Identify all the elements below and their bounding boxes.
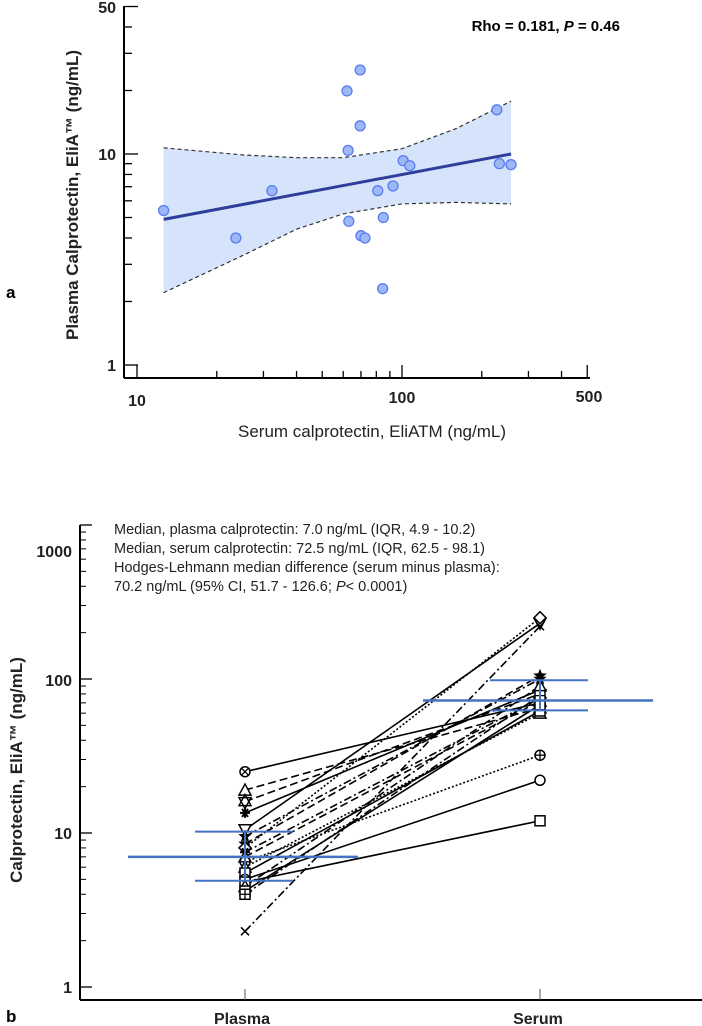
axis-ticks [124, 5, 588, 378]
x-category-label: Plasma [214, 1011, 270, 1026]
data-point [372, 185, 384, 197]
paired-line [244, 820, 541, 883]
data-point [354, 64, 366, 76]
data-point [230, 232, 242, 244]
paired-line [244, 707, 541, 791]
panel-a: 50 10 1 10 100 500 Serum calprotectin, E… [6, 0, 620, 441]
panel-b: 1000 100 10 1 Plasma Serum Calprotectin,… [6, 522, 702, 1026]
paired-line [244, 704, 541, 892]
annotation-line: Median, serum calprotectin: 72.5 ng/mL (… [114, 541, 485, 557]
x-category-label: Serum [513, 1011, 563, 1026]
paired-line [244, 710, 541, 874]
data-point [493, 158, 505, 170]
data-point [354, 120, 366, 132]
circle-marker [534, 774, 546, 787]
panel-label-b: b [6, 1007, 16, 1026]
y-tick-label: 1000 [36, 544, 72, 561]
correlation-annotation: Rho = 0.181, P = 0.46 [472, 18, 620, 35]
x-tick-label: 100 [389, 390, 416, 407]
y-tick-label: 10 [54, 826, 72, 843]
data-point [377, 211, 389, 224]
y-tick-label: 1 [63, 980, 72, 997]
x-tick-label: 10 [128, 393, 146, 410]
paired-line [244, 779, 541, 881]
cross-shape [240, 889, 250, 900]
ci-lower-line [163, 201, 512, 294]
paired-markers [237, 610, 548, 936]
paired-line [244, 693, 541, 803]
data-point [387, 180, 399, 192]
data-point [491, 104, 503, 116]
paired-line [244, 702, 541, 773]
data-point [505, 159, 517, 171]
paired-line [244, 697, 541, 853]
data-point [342, 144, 354, 157]
data-point [404, 160, 416, 172]
y-axis-label: Plasma Calprotectin, EliA™ (ng/mL) [63, 50, 82, 340]
confidence-band-fill [163, 101, 512, 293]
data-point [266, 185, 278, 197]
median-iqr-bars [128, 679, 653, 882]
confidence-band [163, 100, 512, 294]
axis-ticks [80, 524, 541, 1000]
x-marker [535, 621, 545, 631]
annotation-line: Hodges-Lehmann median difference (serum … [114, 560, 500, 576]
panel-label-a: a [6, 283, 16, 302]
y-tick-label: 10 [98, 147, 116, 164]
square-marker [534, 815, 546, 827]
cross-shape [535, 750, 545, 761]
annotation-line: Median, plasma calprotectin: 7.0 ng/mL (… [114, 522, 475, 538]
data-point [341, 85, 353, 97]
asterisk-marker [240, 807, 250, 818]
x-axis-label: Serum calprotectin, EliATM (ng/mL) [238, 422, 506, 441]
x-marker [240, 926, 250, 936]
circle-x-marker [239, 765, 251, 778]
paired-line [244, 700, 541, 858]
paired-line [244, 685, 541, 888]
x-tick-label: 500 [576, 389, 603, 406]
paired-line [244, 622, 541, 831]
data-point [157, 204, 170, 217]
data-point [376, 283, 389, 295]
paired-line [244, 625, 541, 932]
paired-line [244, 754, 541, 863]
data-point [343, 215, 355, 227]
square-plus-marker [239, 888, 251, 901]
y-tick-label: 50 [98, 0, 116, 17]
y-tick-label: 100 [45, 673, 72, 690]
y-tick-label: 1 [107, 358, 116, 375]
circle-plus-marker [534, 749, 546, 761]
paired-lines [244, 617, 541, 932]
paired-line [244, 712, 541, 868]
annotation-line: 70.2 ng/mL (95% CI, 51.7 - 126.6; P< 0.0… [114, 579, 407, 595]
star6-marker [237, 796, 253, 811]
ci-upper-line [163, 100, 512, 159]
star-marker [533, 668, 547, 682]
regression-line [163, 152, 512, 221]
paired-line [244, 675, 541, 845]
cross-shape [241, 767, 249, 776]
y-axis-label: Calprotectin, EliA™ (ng/mL) [7, 657, 26, 883]
diamond-marker [532, 610, 548, 625]
scatter-points [157, 64, 517, 295]
data-point [359, 232, 371, 244]
paired-line [244, 694, 541, 895]
